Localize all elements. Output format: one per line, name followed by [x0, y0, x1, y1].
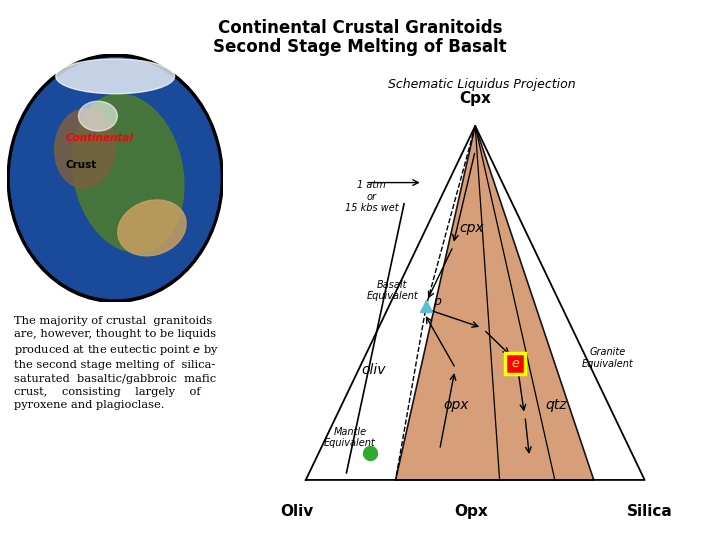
- Text: Granite
Equivalent: Granite Equivalent: [582, 347, 633, 369]
- Ellipse shape: [7, 54, 223, 302]
- Text: Opx: Opx: [454, 504, 487, 519]
- Text: Cpx: Cpx: [459, 91, 491, 106]
- Text: opx: opx: [444, 398, 469, 412]
- Text: Crust: Crust: [66, 160, 96, 170]
- Text: qtz: qtz: [546, 398, 567, 412]
- Ellipse shape: [78, 101, 117, 131]
- Text: oliv: oliv: [361, 363, 386, 377]
- Polygon shape: [395, 126, 594, 480]
- Text: Silica: Silica: [627, 504, 672, 519]
- Text: Continental: Continental: [66, 133, 133, 143]
- Ellipse shape: [73, 94, 184, 252]
- Text: $p$: $p$: [433, 296, 442, 310]
- Text: 1 atm
or
15 kbs wet: 1 atm or 15 kbs wet: [345, 180, 399, 213]
- Ellipse shape: [55, 109, 115, 188]
- Text: Oliv: Oliv: [281, 504, 314, 519]
- Text: Schematic Liquidus Projection: Schematic Liquidus Projection: [388, 78, 576, 91]
- Ellipse shape: [11, 58, 220, 299]
- Text: The majority of crustal  granitoids
are, however, thought to be liquids
produced: The majority of crustal granitoids are, …: [14, 316, 220, 410]
- Ellipse shape: [56, 59, 175, 94]
- Text: $e$: $e$: [510, 357, 520, 370]
- Text: cpx: cpx: [459, 221, 484, 235]
- Text: Basalt
Equivalent: Basalt Equivalent: [366, 280, 418, 301]
- Text: Second Stage Melting of Basalt: Second Stage Melting of Basalt: [213, 38, 507, 56]
- Ellipse shape: [118, 200, 186, 256]
- FancyBboxPatch shape: [505, 353, 526, 374]
- Text: Continental Crustal Granitoids: Continental Crustal Granitoids: [217, 19, 503, 37]
- Text: Mantle
Equivalent: Mantle Equivalent: [324, 427, 376, 448]
